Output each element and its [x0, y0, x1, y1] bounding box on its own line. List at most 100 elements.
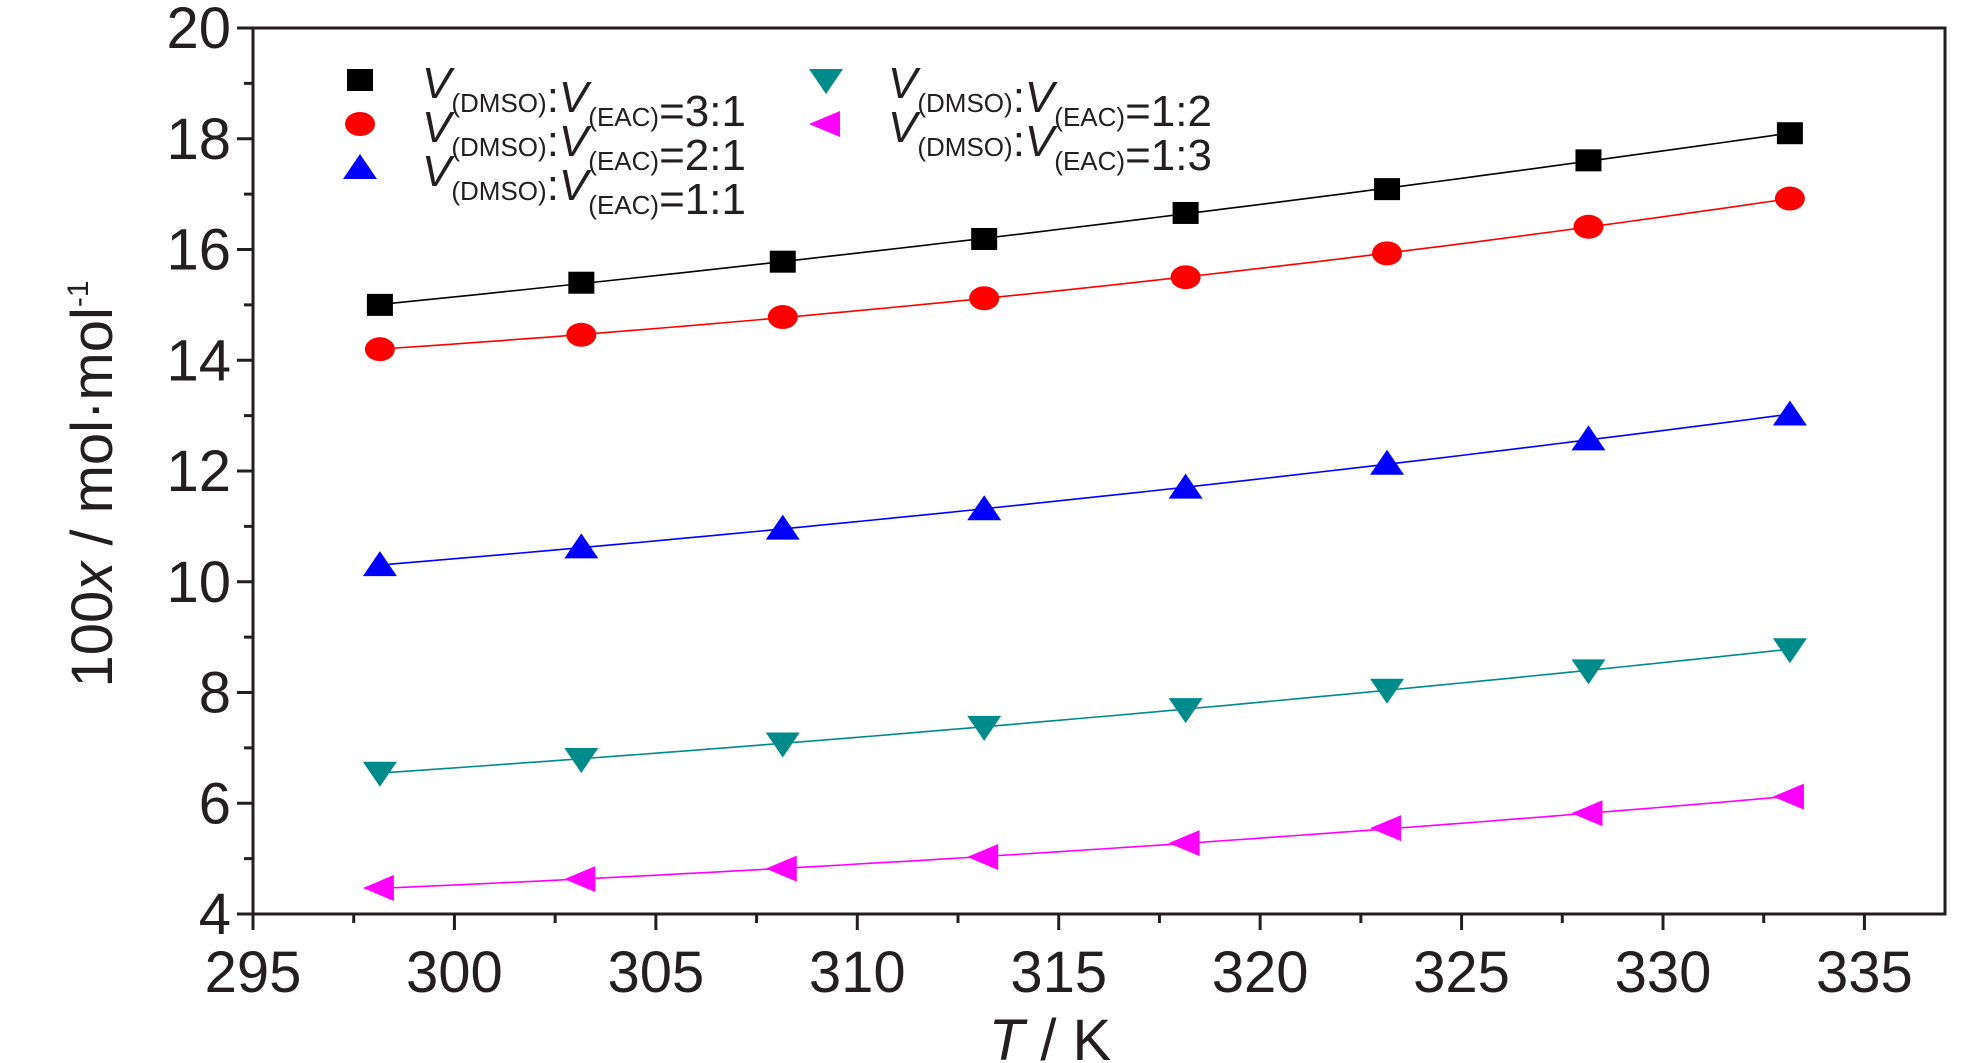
series-3-fit-line: [379, 413, 1791, 566]
legend-label-part: V: [422, 147, 455, 196]
series-1-point: [769, 250, 796, 273]
series-4-point: [1168, 698, 1203, 724]
legend-label-part: (DMSO): [451, 88, 546, 118]
series-5-point: [564, 866, 596, 893]
series-3-point: [564, 533, 599, 559]
y-axis-superscript: -1: [62, 280, 95, 307]
series-5-point: [1571, 800, 1603, 827]
x-tick-label: 330: [1615, 940, 1712, 1005]
legend-label-part: :: [1013, 73, 1025, 122]
y-axis-prefix: 100: [60, 591, 125, 688]
legend-label-part: V: [422, 59, 455, 108]
y-axis-unit: / mol·mol: [60, 307, 125, 562]
legend-label-part: V: [559, 73, 592, 122]
series-3-point: [1370, 449, 1405, 475]
legend-label-part: =2:1: [659, 131, 746, 180]
legend-label-part: :: [1013, 117, 1025, 166]
legend-label-part: =1:2: [1125, 87, 1212, 136]
x-axis-var: T: [989, 1008, 1028, 1063]
legend-item-5-label: V(DMSO):V(EAC)=1:3: [888, 103, 1212, 180]
series-2-point: [1573, 214, 1604, 239]
x-axis-unit: / K: [1024, 1008, 1111, 1063]
legend-label-part: V: [888, 59, 921, 108]
series-5-point: [362, 874, 394, 901]
y-tick-label: 12: [166, 439, 231, 504]
x-tick-label: 325: [1413, 940, 1510, 1005]
series-2-fit-line: [379, 197, 1791, 350]
series-4-point: [564, 747, 599, 773]
legend-item-4-label: V(DMSO):V(EAC)=1:2: [888, 59, 1212, 136]
series-2-point: [1774, 186, 1805, 211]
x-tick-label: 305: [607, 940, 704, 1005]
series-2-point: [1170, 265, 1201, 290]
legend-item-4-marker: [809, 69, 843, 94]
series-4-point: [1370, 678, 1405, 704]
legend-item-1-marker: [347, 69, 373, 91]
legend-label-part: =1:1: [659, 175, 746, 224]
legend-label-part: (DMSO): [451, 132, 546, 162]
series-3-point: [1571, 425, 1606, 451]
series-3-point: [1772, 400, 1807, 426]
legend-label-part: =3:1: [659, 87, 746, 136]
series-4-point: [967, 715, 1002, 741]
y-tick-label: 10: [166, 550, 231, 615]
y-axis-var: x: [60, 560, 125, 594]
legend-label-part: V: [888, 103, 921, 152]
x-tick-label: 315: [1010, 940, 1107, 1005]
series-1-point: [1575, 149, 1602, 172]
y-tick-label: 4: [199, 882, 231, 947]
x-tick-label: 335: [1816, 940, 1913, 1005]
series-2-point: [969, 286, 1000, 311]
y-tick-label: 16: [166, 218, 231, 283]
series-1-point: [568, 271, 595, 294]
ticks: 295 300 305 310 315 320 325 330 335 4 6 8 10 12 14 16 18…: [166, 0, 1912, 1005]
legend-label-part: (EAC): [1054, 146, 1125, 176]
legend-label-part: (DMSO): [917, 88, 1012, 118]
series-2-point: [1372, 241, 1403, 266]
legend-label-part: :: [547, 161, 559, 210]
y-tick-label: 6: [199, 771, 231, 836]
legend-label-part: (EAC): [588, 102, 659, 132]
series-2-point: [767, 305, 798, 330]
legend-item-3-marker: [343, 154, 377, 179]
series-5-point: [1772, 783, 1804, 810]
y-axis-title: 100x / mol·mol-1: [60, 280, 125, 687]
series-1-point: [1374, 178, 1401, 201]
x-tick-label: 300: [406, 940, 503, 1005]
series-4-point: [765, 732, 800, 758]
legend-item-3-label: V(DMSO):V(EAC)=1:1: [422, 147, 746, 224]
legend-item-5-marker: [809, 111, 840, 137]
legend-item-1-label: V(DMSO):V(EAC)=3:1: [422, 59, 746, 136]
legend-label-part: V: [1025, 117, 1058, 166]
y-tick-label: 8: [199, 661, 231, 726]
y-tick-label: 18: [166, 107, 231, 172]
legend-label-part: (EAC): [1054, 102, 1125, 132]
series-3-point: [362, 551, 397, 577]
series-1-fit-line: [379, 132, 1791, 306]
x-axis-title: T / K: [989, 1008, 1112, 1063]
x-tick-label: 295: [205, 940, 302, 1005]
legend-label-part: V: [559, 117, 592, 166]
data-markers: [362, 122, 1807, 901]
series-5-point: [765, 855, 797, 882]
series-3-point: [1168, 473, 1203, 499]
series-4-fit-line: [379, 648, 1790, 774]
series-2-point: [364, 337, 395, 362]
fit-curves: [379, 132, 1791, 890]
legend-label-part: :: [547, 117, 559, 166]
series-5-point: [967, 843, 999, 870]
legend-label-part: =1:3: [1125, 131, 1212, 180]
legend-label-part: (EAC): [588, 146, 659, 176]
legend-label-part: V: [559, 161, 592, 210]
legend-label-part: V: [1025, 73, 1058, 122]
legend: V(DMSO):V(EAC)=3:1V(DMSO):V(EAC)=2:1V(DM…: [343, 59, 1212, 224]
legend-label-part: (EAC): [588, 190, 659, 220]
legend-label-part: V: [422, 103, 455, 152]
legend-label-part: (DMSO): [451, 176, 546, 206]
x-tick-label: 320: [1212, 940, 1309, 1005]
series-4-point: [1571, 659, 1606, 685]
y-tick-label: 14: [166, 328, 231, 393]
series-1-point: [366, 293, 393, 316]
legend-label-part: :: [547, 73, 559, 122]
